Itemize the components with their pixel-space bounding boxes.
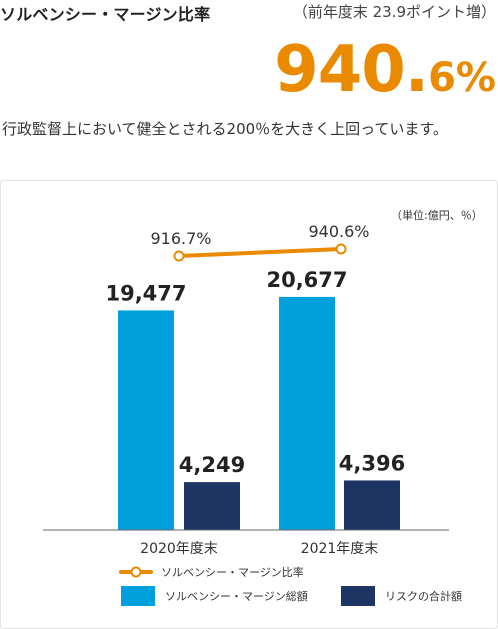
chart-panel: 19,477 4,249 2020年度末 20,677 4,396 2021年度末 916.… bbox=[0, 180, 498, 629]
data-label-solvency-total: 19,477 bbox=[105, 281, 186, 305]
data-label-total-risk: 4,396 bbox=[339, 451, 405, 475]
headline-ratio-int: 940. bbox=[274, 33, 429, 107]
data-label-total-risk: 4,249 bbox=[179, 453, 245, 477]
bar-solvency-total bbox=[279, 296, 335, 530]
ratio-label: 916.7% bbox=[150, 229, 211, 248]
legend-risk-label: リスクの合計額 bbox=[385, 589, 462, 603]
legend-solvency-swatch bbox=[121, 586, 155, 606]
ratio-point bbox=[335, 243, 347, 255]
page-title: ソルベンシー・マージン比率 bbox=[0, 5, 211, 24]
unit-note: （単位:億円、％） bbox=[391, 209, 483, 222]
legend-solvency-label: ソルベンシー・マージン総額 bbox=[165, 589, 308, 603]
bar-total-risk bbox=[344, 480, 400, 530]
legend-ratio-label: ソルベンシー・マージン比率 bbox=[161, 565, 304, 579]
chart-svg: 19,477 4,249 2020年度末 20,677 4,396 2021年度末 916.… bbox=[43, 222, 462, 606]
x-tick-label: 2021年度末 bbox=[301, 541, 379, 557]
legend-risk-swatch bbox=[341, 586, 375, 606]
ratio-label: 940.6% bbox=[308, 222, 369, 241]
comparison-note: （前年度末 23.9ポイント増） bbox=[292, 3, 496, 21]
description: 行政監督上において健全とされる200％を大きく上回っています。 bbox=[2, 120, 448, 138]
legend-ratio-marker bbox=[130, 566, 142, 578]
bar-solvency-total bbox=[118, 310, 174, 530]
data-label-solvency-total: 20,677 bbox=[266, 268, 347, 292]
headline-ratio-frac: 6% bbox=[428, 55, 496, 101]
ratio-line bbox=[177, 247, 343, 258]
ratio-point bbox=[173, 250, 185, 262]
bar-total-risk bbox=[184, 482, 240, 530]
x-tick-label: 2020年度末 bbox=[140, 541, 218, 557]
header: ソルベンシー・マージン比率 （前年度末 23.9ポイント増） bbox=[0, 1, 498, 25]
headline-ratio: 940.6% bbox=[274, 38, 496, 102]
